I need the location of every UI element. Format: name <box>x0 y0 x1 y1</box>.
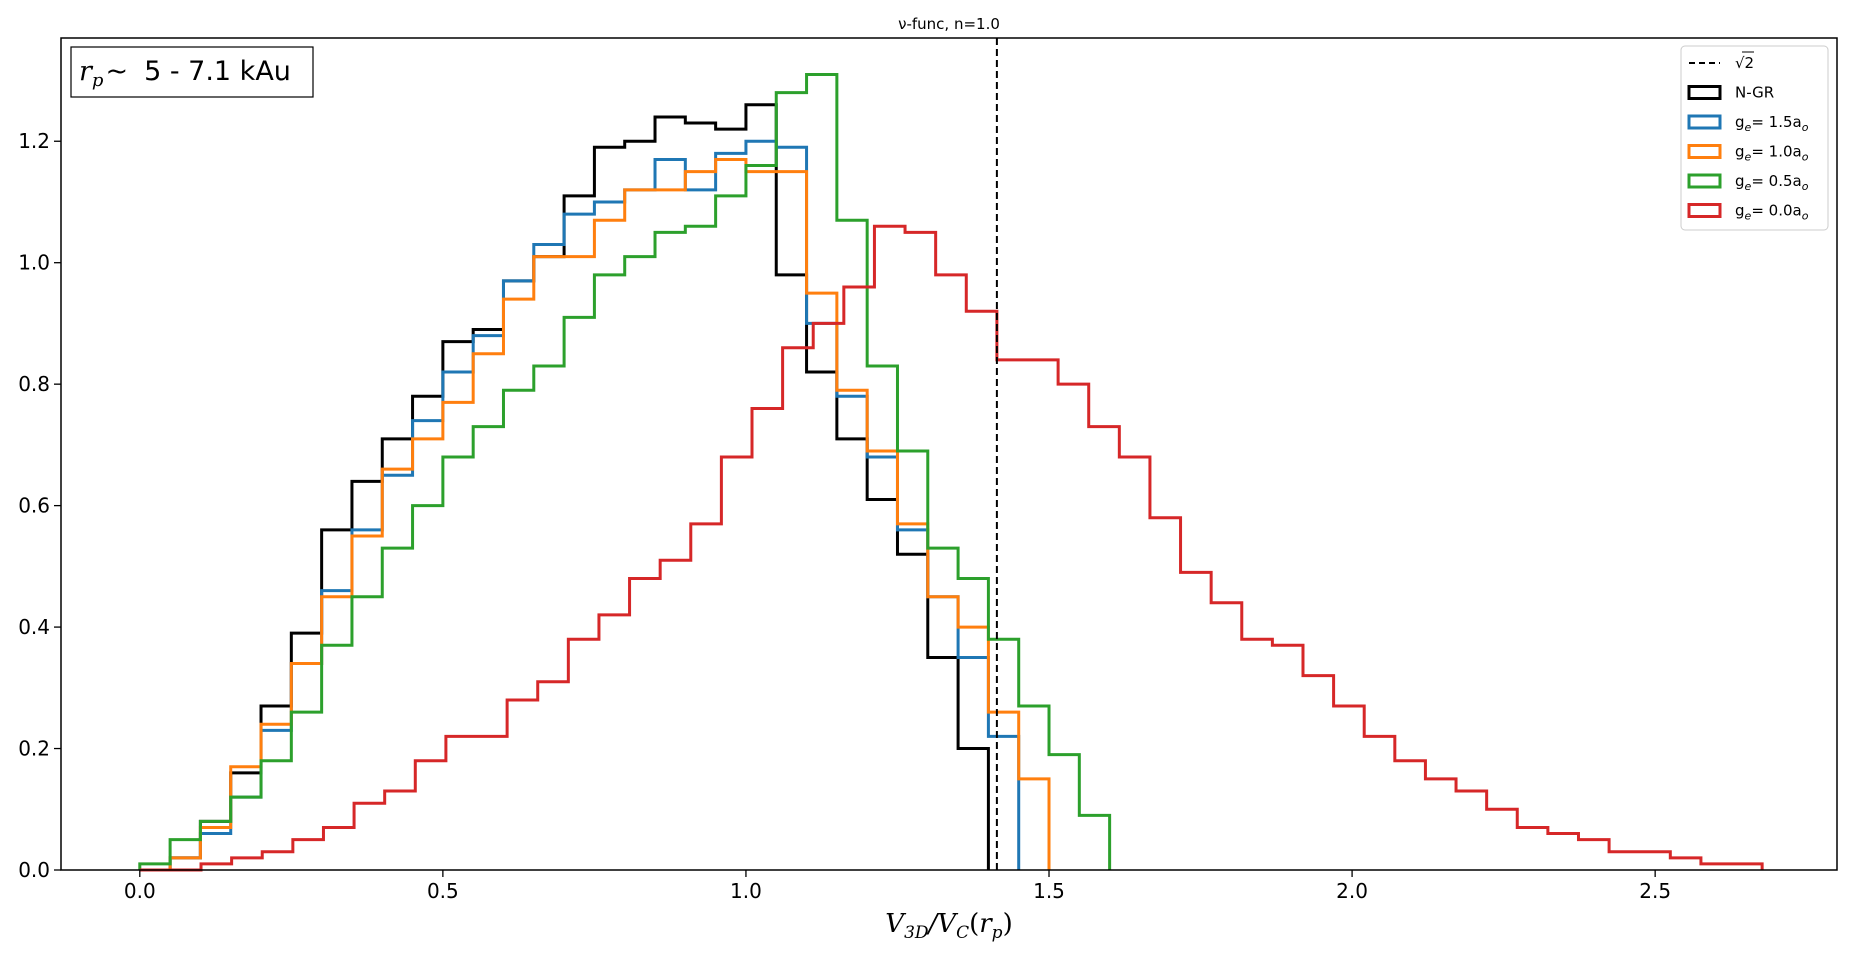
x-label-r: r <box>979 909 993 939</box>
x-tick-label: 0.0 <box>124 879 156 903</box>
x-label-close-paren: ) <box>1003 909 1013 939</box>
series-4-histogram <box>139 224 1764 872</box>
legend-label-series-3: ge= 0.5ao <box>1735 172 1809 193</box>
legend-frame <box>1680 45 1829 231</box>
x-label-slash: / <box>926 909 940 939</box>
y-tick-label: 1.0 <box>18 251 50 275</box>
annotation-box: rp~ 5 - 7.1 kAu <box>70 46 314 98</box>
y-tick-label: 0.2 <box>18 737 50 761</box>
legend-label-series-1: ge= 1.5ao <box>1735 113 1809 134</box>
legend: √2 N-GR ge= 1.5ao ge= 1.0ao ge= 0.5ao ge= 0.0… <box>1680 45 1829 231</box>
x-label-sub-p: p <box>992 923 1003 943</box>
x-tick-label: 1.5 <box>1033 879 1065 903</box>
series-layer <box>138 72 1764 872</box>
x-label-open-paren: ( <box>969 909 979 939</box>
x-label-sub-c: C <box>956 923 969 943</box>
x-tick-label: 2.5 <box>1639 879 1671 903</box>
legend-label-series-0: N-GR <box>1735 84 1774 102</box>
y-tick-label: 0.4 <box>18 615 50 639</box>
legend-label-series-4: ge= 0.0ao <box>1735 202 1809 223</box>
legend-swatch-series-0 <box>1687 85 1722 100</box>
annotation-frame <box>70 46 314 98</box>
y-tick-label: 0.6 <box>18 494 50 518</box>
y-tick-label: 1.2 <box>18 129 50 153</box>
annotation-text: rp~ 5 - 7.1 kAu <box>79 56 291 91</box>
legend-swatch-series-2 <box>1687 144 1722 159</box>
y-axis: 0.0 0.2 0.4 0.6 0.8 1.0 1.2 <box>18 129 61 882</box>
x-tick-label: 0.5 <box>427 879 459 903</box>
y-tick-label: 0.8 <box>18 372 50 396</box>
series-3-histogram <box>138 72 1112 870</box>
x-label-vc: V <box>937 909 958 939</box>
x-axis: 0.0 0.5 1.0 1.5 2.0 2.5 <box>124 870 1671 903</box>
legend-swatch-series-4 <box>1687 203 1722 218</box>
plot-frame <box>60 37 1838 871</box>
annotation-range: 5 - 7.1 kAu <box>144 56 291 87</box>
annotation-sub-p: p <box>92 70 104 91</box>
x-label-sub-3d: 3D <box>904 923 929 943</box>
legend-swatch-series-1 <box>1687 114 1722 130</box>
series-2-histogram <box>139 157 1051 872</box>
y-tick-label: 0.0 <box>18 858 50 882</box>
legend-swatch-series-3 <box>1687 173 1722 189</box>
legend-label-series-2: ge= 1.0ao <box>1735 143 1809 164</box>
x-tick-label: 2.0 <box>1336 879 1368 903</box>
x-axis-label: V3D/VC(rp) <box>885 909 1012 943</box>
legend-entries: √2 N-GR ge= 1.5ao ge= 1.0ao ge= 0.5ao ge= 0.0… <box>1687 51 1809 223</box>
annotation-tilde: ~ <box>105 56 128 87</box>
legend-label-sqrt2: √2 <box>1735 54 1754 72</box>
chart-title: ν-func, n=1.0 <box>898 15 1000 33</box>
annotation-r: r <box>79 56 94 87</box>
x-label-v: V <box>885 909 906 939</box>
x-tick-label: 1.0 <box>730 879 762 903</box>
